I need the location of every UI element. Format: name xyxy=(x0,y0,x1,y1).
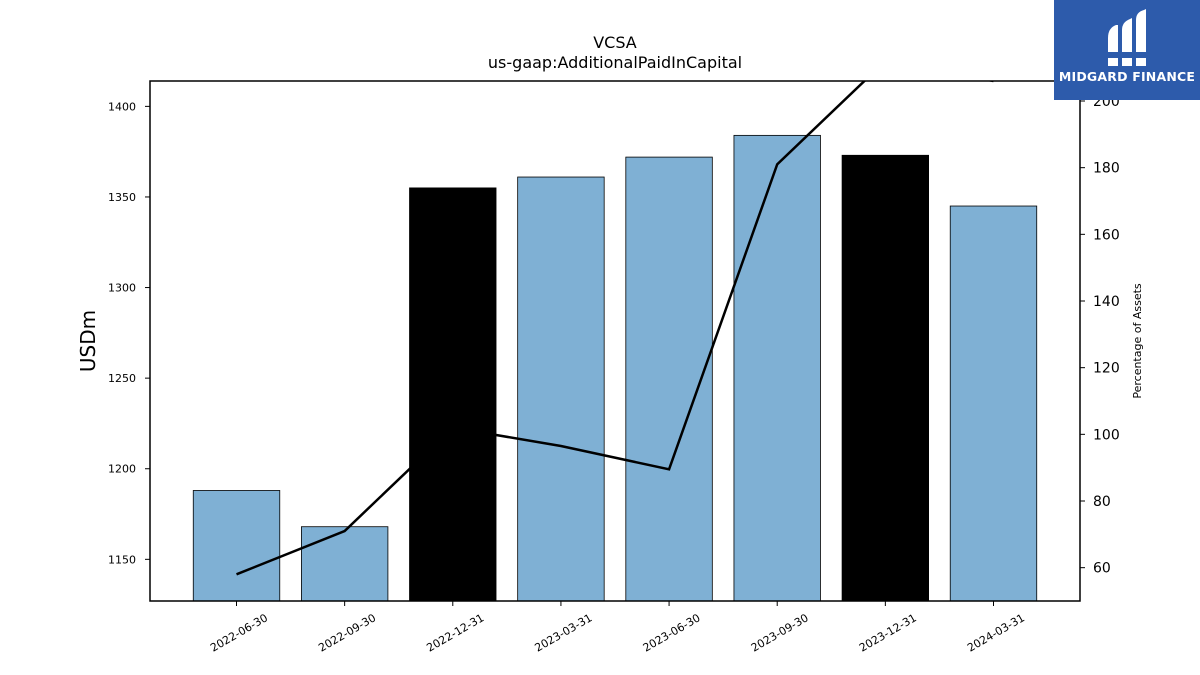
y-tick-label: 1400 xyxy=(108,100,136,113)
logo-mark-icon xyxy=(1108,9,1146,66)
y-axis-label: USDm xyxy=(76,310,100,372)
bar-2024-03-31 xyxy=(949,205,1038,602)
x-tick-label: 2023-06-30 xyxy=(641,611,703,654)
bar-2023-06-30 xyxy=(625,156,713,602)
chart-title: VCSA xyxy=(593,33,637,52)
y-tick-label: 1350 xyxy=(108,191,136,204)
bar-2023-03-31 xyxy=(517,176,605,602)
x-tick-label: 2022-06-30 xyxy=(208,611,270,654)
logo-text: MIDGARD FINANCE xyxy=(1058,69,1196,84)
x-tick-label: 2023-03-31 xyxy=(533,611,595,654)
x-tick-label: 2023-12-31 xyxy=(857,611,919,654)
x-tick-label: 2023-09-30 xyxy=(749,611,811,654)
y-axis-ticks: 1150 1200 1250 1300 1350 1400 xyxy=(108,100,150,566)
x-tick-label: 2022-12-31 xyxy=(424,611,486,654)
bar-2022-12-31 xyxy=(409,187,497,602)
y-tick-label: 1250 xyxy=(108,372,136,385)
chart-subtitle: us-gaap:AdditionalPaidInCapital xyxy=(488,53,742,72)
bar-2022-06-30 xyxy=(192,490,281,602)
bar-2023-09-30 xyxy=(733,134,821,602)
plot-frame xyxy=(149,80,1081,602)
bar-2022-09-30 xyxy=(300,526,389,602)
x-tick-label: 2024-03-31 xyxy=(965,611,1027,654)
y2-tick-label: 120 xyxy=(1093,361,1120,377)
x-axis-ticks: 2022-06-30 2022-09-30 2022-12-31 2023-03-31… xyxy=(208,601,1027,655)
y2-tick-label: 180 xyxy=(1093,161,1120,177)
y-tick-label: 1200 xyxy=(108,463,136,476)
y2-tick-label: 160 xyxy=(1093,227,1120,243)
y2-tick-label: 80 xyxy=(1093,494,1111,510)
y2-axis-label: Percentage of Assets xyxy=(1131,283,1144,399)
bar-2023-12-31 xyxy=(841,154,930,602)
y2-tick-label: 60 xyxy=(1093,561,1111,577)
x-tick-label: 2022-09-30 xyxy=(316,611,378,654)
y-tick-label: 1150 xyxy=(108,553,136,566)
y-tick-label: 1300 xyxy=(108,282,136,295)
bar-group xyxy=(192,134,1038,602)
y2-tick-label: 140 xyxy=(1093,294,1120,310)
percentage-line xyxy=(236,81,994,576)
y2-tick-label: 100 xyxy=(1093,427,1120,443)
brand-logo: MIDGARD FINANCE xyxy=(1054,0,1200,100)
